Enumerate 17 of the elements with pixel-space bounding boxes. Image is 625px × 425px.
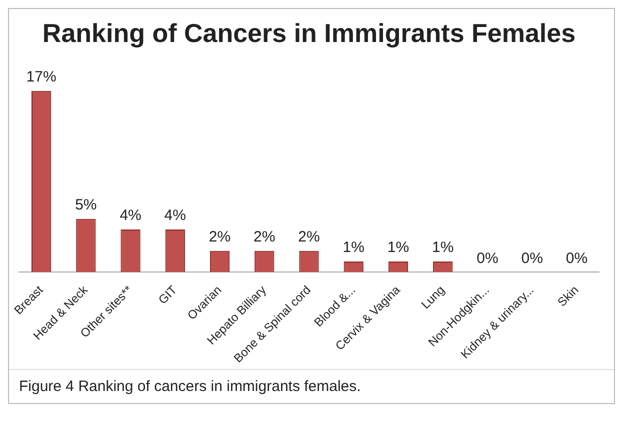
- x-tick-label: Skin: [554, 282, 582, 310]
- data-label: 2%: [298, 228, 320, 246]
- caption: Figure 4 Ranking of cancers in immigrants females.: [9, 369, 614, 403]
- data-label: 0%: [476, 250, 498, 267]
- data-label: 1%: [432, 239, 454, 256]
- data-label: 2%: [208, 228, 231, 246]
- data-label: 17%: [26, 68, 56, 86]
- data-label: 5%: [75, 196, 97, 214]
- chart-title: Ranking of Cancers in Immigrants Females: [42, 18, 576, 48]
- x-tick-label: GIT: [156, 282, 180, 307]
- data-label: 0%: [521, 250, 543, 267]
- data-label: 0%: [566, 250, 588, 267]
- data-label: 1%: [342, 239, 364, 256]
- data-label: 4%: [120, 207, 142, 224]
- data-label: 1%: [387, 239, 410, 256]
- data-label: 2%: [254, 228, 276, 246]
- data-label: 4%: [164, 207, 186, 224]
